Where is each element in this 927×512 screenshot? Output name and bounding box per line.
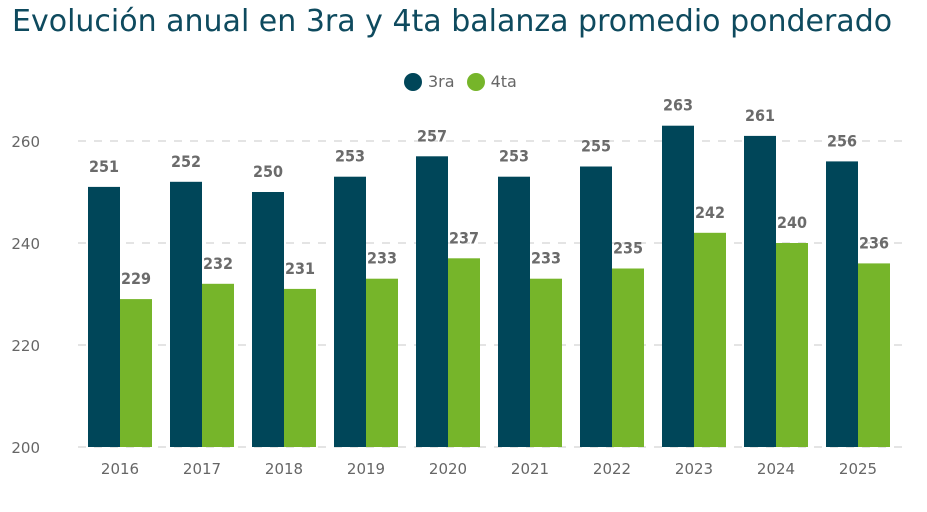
legend-swatch-4ta bbox=[466, 72, 485, 91]
bars bbox=[88, 125, 890, 448]
legend: 3ra 4ta bbox=[404, 72, 529, 91]
data-label-4ta-2025: 236 bbox=[859, 233, 889, 252]
bar-4ta-2022 bbox=[612, 268, 644, 447]
bar-3ra-2021 bbox=[498, 176, 530, 447]
x-tick-label: 2019 bbox=[347, 460, 385, 478]
legend-label-3ra: 3ra bbox=[428, 72, 455, 91]
bar-3ra-2024 bbox=[744, 135, 776, 447]
bar-3ra-2017 bbox=[170, 181, 202, 448]
bar-3ra-2023 bbox=[662, 125, 694, 447]
data-label-3ra-2021: 253 bbox=[499, 147, 529, 166]
legend-label-4ta: 4ta bbox=[490, 72, 517, 91]
bar-4ta-2017 bbox=[202, 283, 234, 447]
y-tick-label: 220 bbox=[11, 337, 40, 355]
bar-4ta-2021 bbox=[530, 278, 562, 447]
x-tick-label: 2022 bbox=[593, 460, 631, 478]
data-label-4ta-2023: 242 bbox=[695, 203, 725, 222]
data-label-3ra-2016: 251 bbox=[89, 157, 119, 176]
x-axis-ticks: 2016 2017 2018 2019 2020 2021 2022 2023 2024 2025 bbox=[101, 460, 877, 478]
bar-4ta-2016 bbox=[120, 299, 152, 447]
bar-4ta-2025 bbox=[858, 263, 890, 447]
data-label-3ra-2022: 255 bbox=[581, 137, 611, 156]
bar-3ra-2019 bbox=[334, 176, 366, 447]
data-label-3ra-2024: 261 bbox=[745, 106, 775, 125]
legend-item-3ra[interactable]: 3ra bbox=[404, 72, 455, 91]
data-label-3ra-2020: 257 bbox=[417, 126, 447, 145]
data-label-4ta-2017: 232 bbox=[203, 254, 233, 273]
x-tick-label: 2024 bbox=[757, 460, 795, 478]
data-label-4ta-2020: 237 bbox=[449, 228, 479, 247]
x-tick-label: 2020 bbox=[429, 460, 467, 478]
bar-3ra-2016 bbox=[88, 186, 120, 447]
x-tick-label: 2023 bbox=[675, 460, 713, 478]
data-label-3ra-2017: 252 bbox=[171, 152, 201, 171]
bar-3ra-2025 bbox=[826, 161, 858, 447]
x-tick-label: 2025 bbox=[839, 460, 877, 478]
data-label-4ta-2016: 229 bbox=[121, 269, 151, 288]
chart-title: Evolución anual en 3ra y 4ta balanza pro… bbox=[12, 4, 893, 39]
y-tick-label: 240 bbox=[11, 235, 40, 253]
data-label-3ra-2018: 250 bbox=[253, 162, 283, 181]
legend-swatch-3ra bbox=[404, 72, 422, 91]
x-tick-label: 2018 bbox=[265, 460, 303, 478]
bar-4ta-2020 bbox=[448, 258, 480, 447]
bar-3ra-2022 bbox=[580, 166, 612, 447]
bar-4ta-2018 bbox=[284, 288, 316, 447]
bar-4ta-2024 bbox=[776, 243, 808, 447]
data-label-4ta-2019: 233 bbox=[367, 249, 397, 268]
data-label-3ra-2025: 256 bbox=[827, 131, 857, 150]
bar-4ta-2019 bbox=[366, 278, 398, 447]
data-label-4ta-2018: 231 bbox=[285, 259, 315, 278]
bar-4ta-2023 bbox=[694, 232, 726, 447]
x-tick-label: 2021 bbox=[511, 460, 549, 478]
bar-3ra-2018 bbox=[252, 192, 284, 447]
data-label-4ta-2022: 235 bbox=[613, 239, 643, 258]
x-tick-label: 2017 bbox=[183, 460, 221, 478]
y-tick-label: 200 bbox=[11, 439, 40, 457]
data-labels: 251 229 252 232 250 231 253 233 257 237 253 233 255 2… bbox=[89, 96, 889, 288]
bar-3ra-2020 bbox=[416, 156, 448, 448]
legend-item-4ta[interactable]: 4ta bbox=[466, 72, 517, 91]
y-axis-ticks: 200 220 240 260 bbox=[11, 133, 40, 457]
x-tick-label: 2016 bbox=[101, 460, 139, 478]
data-label-3ra-2023: 263 bbox=[663, 96, 693, 115]
data-label-4ta-2021: 233 bbox=[531, 249, 561, 268]
y-tick-label: 260 bbox=[11, 133, 40, 151]
data-label-3ra-2019: 253 bbox=[335, 147, 365, 166]
data-label-4ta-2024: 240 bbox=[777, 213, 807, 232]
